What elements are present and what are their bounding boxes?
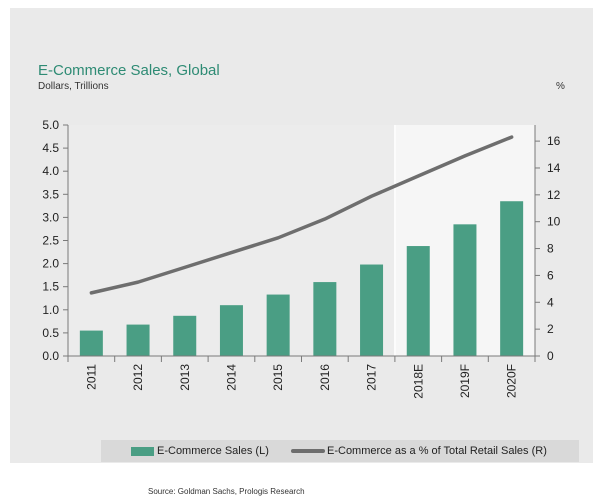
left-axis-tick-label: 2.5	[42, 234, 59, 248]
left-axis-tick-label: 2.0	[42, 257, 59, 271]
left-axis-tick-label: 3.5	[42, 187, 59, 201]
right-axis-tick-label: 10	[547, 215, 561, 229]
left-axis-tick-label: 4.5	[42, 141, 59, 155]
source-note: Source: Goldman Sachs, Prologis Research	[148, 487, 305, 496]
right-axis-tick-label: 12	[547, 188, 561, 202]
x-axis-tick-label: 2014	[224, 364, 238, 391]
share-point-2013	[183, 266, 186, 269]
x-axis-tick-label: 2018E	[411, 364, 425, 399]
share-point-2014	[230, 251, 233, 254]
share-point-2017	[370, 194, 373, 198]
left-axis-tick-label: 0.5	[42, 326, 59, 340]
share-point-2019F	[463, 154, 467, 158]
x-axis-tick-label: 2015	[271, 364, 285, 391]
bar-2013	[173, 315, 197, 356]
legend-item-sales: E-Commerce Sales (L)	[131, 440, 269, 462]
chart-title: E-Commerce Sales, Global	[38, 62, 220, 79]
right-axis-unit: %	[556, 81, 565, 92]
bar-2012	[126, 324, 150, 356]
right-axis-tick-label: 6	[547, 268, 554, 282]
share-point-2018E	[417, 174, 420, 178]
legend-swatch-bar	[131, 446, 154, 456]
x-axis-tick-label: 2017	[365, 364, 379, 391]
left-axis-tick-label: 4.0	[42, 164, 59, 178]
legend-swatch-line	[291, 449, 325, 453]
x-axis-tick-label: 2016	[318, 364, 332, 391]
legend: E-Commerce Sales (L) E-Commerce as a % o…	[101, 440, 579, 462]
share-point-2015	[276, 236, 280, 240]
share-point-2016	[323, 217, 327, 221]
right-axis-tick-label: 2	[547, 322, 554, 336]
share-point-2011	[90, 291, 93, 295]
bar-2020F	[500, 201, 524, 356]
bar-2018E	[406, 246, 430, 356]
legend-item-share: E-Commerce as a % of Total Retail Sales …	[291, 440, 547, 462]
legend-label-share: E-Commerce as a % of Total Retail Sales …	[327, 445, 547, 457]
left-axis-tick-label: 1.5	[42, 280, 59, 294]
bar-2011	[79, 330, 103, 356]
share-point-2012	[136, 280, 140, 284]
bar-2016	[313, 282, 337, 356]
left-axis-tick-label: 3.0	[42, 210, 59, 224]
bar-2014	[219, 305, 243, 356]
right-axis-tick-label: 4	[547, 295, 554, 309]
left-axis-tick-label: 5.0	[42, 118, 59, 132]
bar-2015	[266, 294, 290, 356]
x-axis-tick-label: 2013	[178, 364, 192, 391]
x-axis-tick-label: 2012	[131, 364, 145, 391]
left-axis-unit: Dollars, Trillions	[38, 81, 109, 92]
bar-2017	[360, 264, 384, 356]
right-axis-tick-label: 16	[547, 134, 561, 148]
right-axis-tick-label: 0	[547, 349, 554, 363]
share-point-2020F	[510, 135, 513, 139]
bar-2019F	[453, 224, 477, 356]
x-axis-tick-label: 2011	[84, 364, 98, 390]
left-axis-tick-label: 0.0	[42, 349, 59, 363]
x-axis-tick-label: 2020F	[505, 364, 519, 398]
left-axis-tick-label: 1.0	[42, 303, 59, 317]
x-axis-tick-label: 2019F	[458, 364, 472, 398]
legend-label-sales: E-Commerce Sales (L)	[157, 445, 269, 457]
share-line	[89, 135, 514, 295]
right-axis-tick-label: 8	[547, 242, 554, 256]
right-axis-tick-label: 14	[547, 161, 561, 175]
